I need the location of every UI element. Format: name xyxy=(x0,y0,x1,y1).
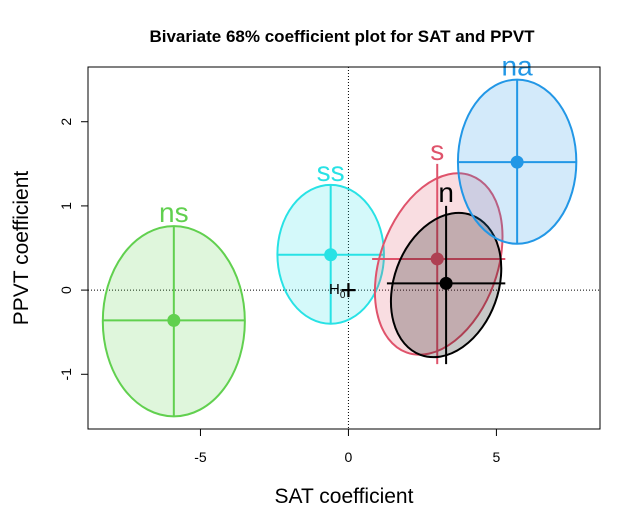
x-tick-label: -5 xyxy=(194,449,207,465)
ellipse-group-n: n xyxy=(386,177,506,365)
center-point-ns xyxy=(167,313,181,327)
chart-title: Bivariate 68% coefficient plot for SAT a… xyxy=(149,27,535,46)
y-tick-label: 0 xyxy=(58,286,74,294)
center-point-s xyxy=(430,252,444,266)
x-tick-label: 0 xyxy=(345,449,353,465)
center-point-na xyxy=(510,155,524,169)
group-label-ns: ns xyxy=(159,197,189,228)
x-tick-label: 5 xyxy=(493,449,501,465)
group-label-s: s xyxy=(430,135,444,166)
axes: -5 0 5 -1 0 1 2 xyxy=(58,118,501,465)
x-axis-title: SAT coefficient xyxy=(275,485,414,508)
group-label-na: na xyxy=(502,51,534,82)
y-tick-label: -1 xyxy=(58,368,74,381)
center-point-n xyxy=(439,276,453,290)
group-label-n: n xyxy=(438,177,454,208)
ellipse-group-ss: ss xyxy=(276,156,385,325)
y-tick-label: 1 xyxy=(58,202,74,210)
ellipse-group-ns: ns xyxy=(101,197,246,418)
y-tick-label: 2 xyxy=(58,118,74,126)
center-point-ss xyxy=(324,248,338,262)
ellipse-group-na: na xyxy=(456,51,578,245)
group-label-ss: ss xyxy=(317,156,345,187)
y-axis-title: PPVT coefficient xyxy=(10,171,33,326)
